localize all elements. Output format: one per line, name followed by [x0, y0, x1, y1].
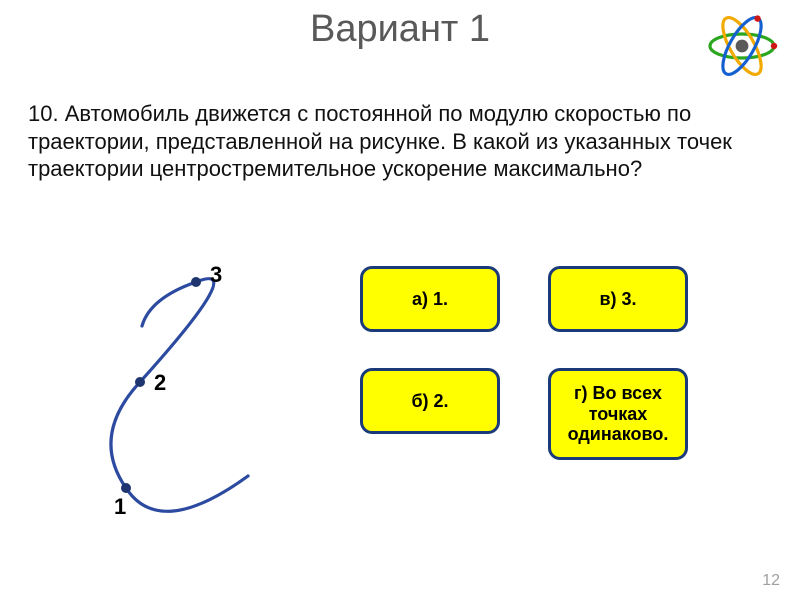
option-a[interactable]: а) 1.	[360, 266, 500, 332]
answer-options: а) 1. в) 3. б) 2. г) Во всех точках один…	[360, 266, 760, 496]
svg-text:1: 1	[114, 494, 126, 519]
question-text: 10. Автомобиль движется с постоянной по …	[28, 100, 768, 183]
option-b[interactable]: б) 2.	[360, 368, 500, 434]
svg-text:2: 2	[154, 370, 166, 395]
atom-icon	[702, 6, 782, 86]
page-title: Вариант 1	[0, 0, 800, 51]
option-v[interactable]: в) 3.	[548, 266, 688, 332]
trajectory-figure: 1 2 3	[70, 250, 280, 540]
page-number: 12	[762, 572, 780, 590]
trajectory-curve	[111, 279, 248, 512]
option-g[interactable]: г) Во всех точках одинаково.	[548, 368, 688, 460]
svg-text:3: 3	[210, 262, 222, 287]
